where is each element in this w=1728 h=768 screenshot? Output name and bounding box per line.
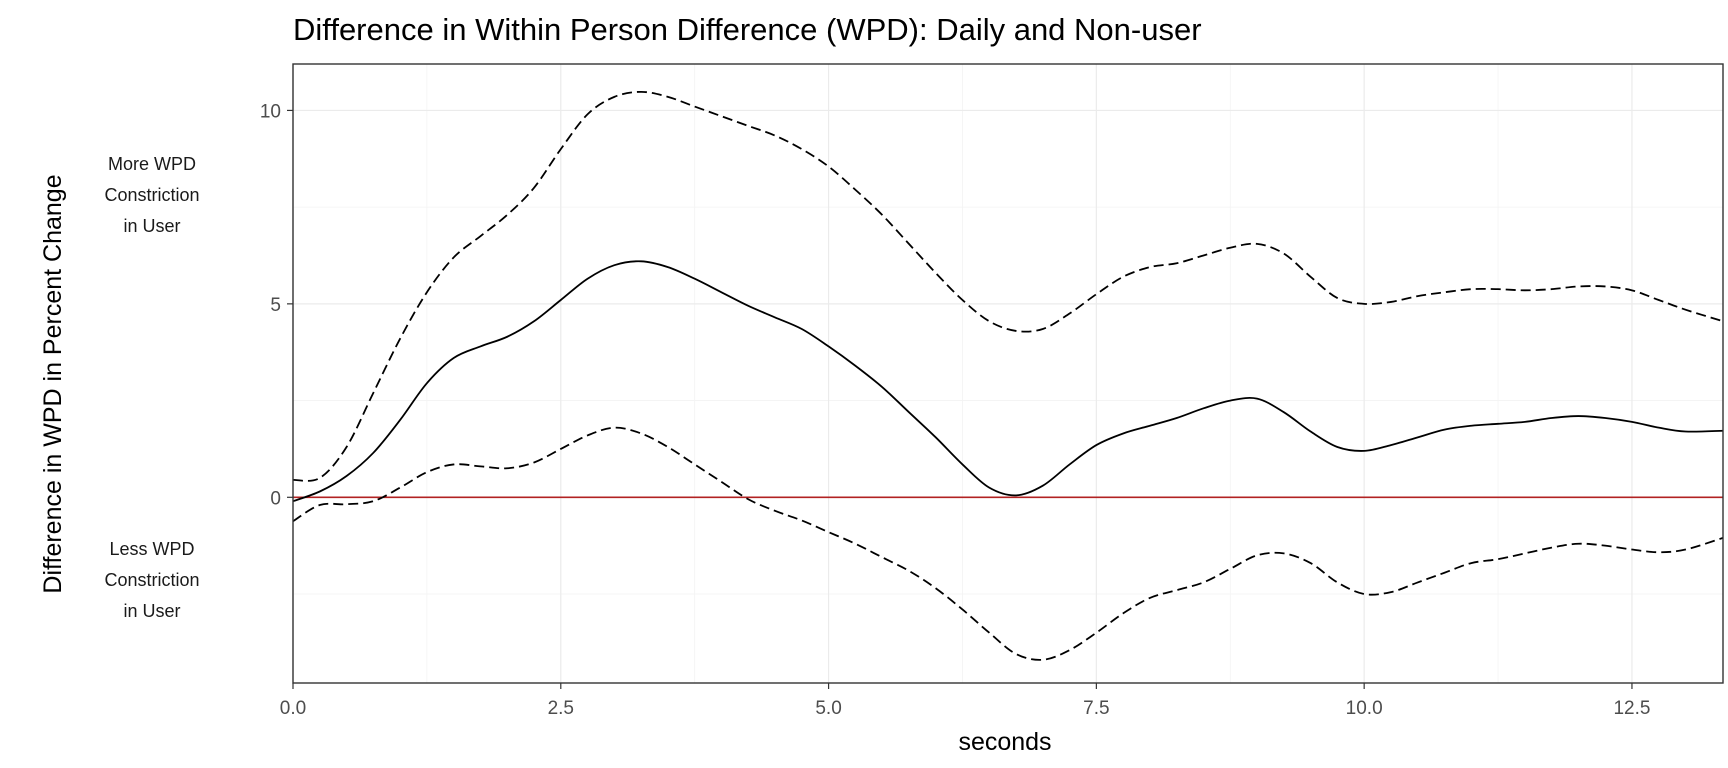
lower-annotation-line-2: Constriction xyxy=(104,570,199,590)
y-axis-title: Difference in WPD in Percent Change xyxy=(39,174,67,593)
x-tick-label: 5.0 xyxy=(815,698,841,719)
lower-annotation-line-1: Less WPD xyxy=(109,539,194,559)
y-tick-label: 5 xyxy=(270,295,281,316)
x-tick-label: 7.5 xyxy=(1083,698,1109,719)
x-tick-label: 12.5 xyxy=(1613,698,1650,719)
chart-title: Difference in Within Person Difference (… xyxy=(293,12,1202,47)
lower-confidence-line xyxy=(292,426,1724,661)
y-tick-label: 0 xyxy=(270,488,281,509)
y-tick-label: 10 xyxy=(260,101,281,122)
upper-annotation-line-2: Constriction xyxy=(104,185,199,205)
x-tick-label: 10.0 xyxy=(1346,698,1383,719)
plot-panel-border xyxy=(292,63,1724,684)
upper-annotation-line-1: More WPD xyxy=(108,154,196,174)
estimate-line xyxy=(292,260,1724,503)
x-tick-label: 2.5 xyxy=(548,698,574,719)
lower-annotation-line-3: in User xyxy=(123,601,180,621)
upper-annotation-line-3: in User xyxy=(123,216,180,236)
x-tick-label: 0.0 xyxy=(280,698,306,719)
series-layer xyxy=(292,90,1724,661)
upper-confidence-line xyxy=(292,90,1724,482)
x-axis-title: seconds xyxy=(958,728,1051,756)
axis-ticks: 0.0 2.5 5.0 7.5 10.0 12.5 0 5 10 xyxy=(260,101,1651,719)
